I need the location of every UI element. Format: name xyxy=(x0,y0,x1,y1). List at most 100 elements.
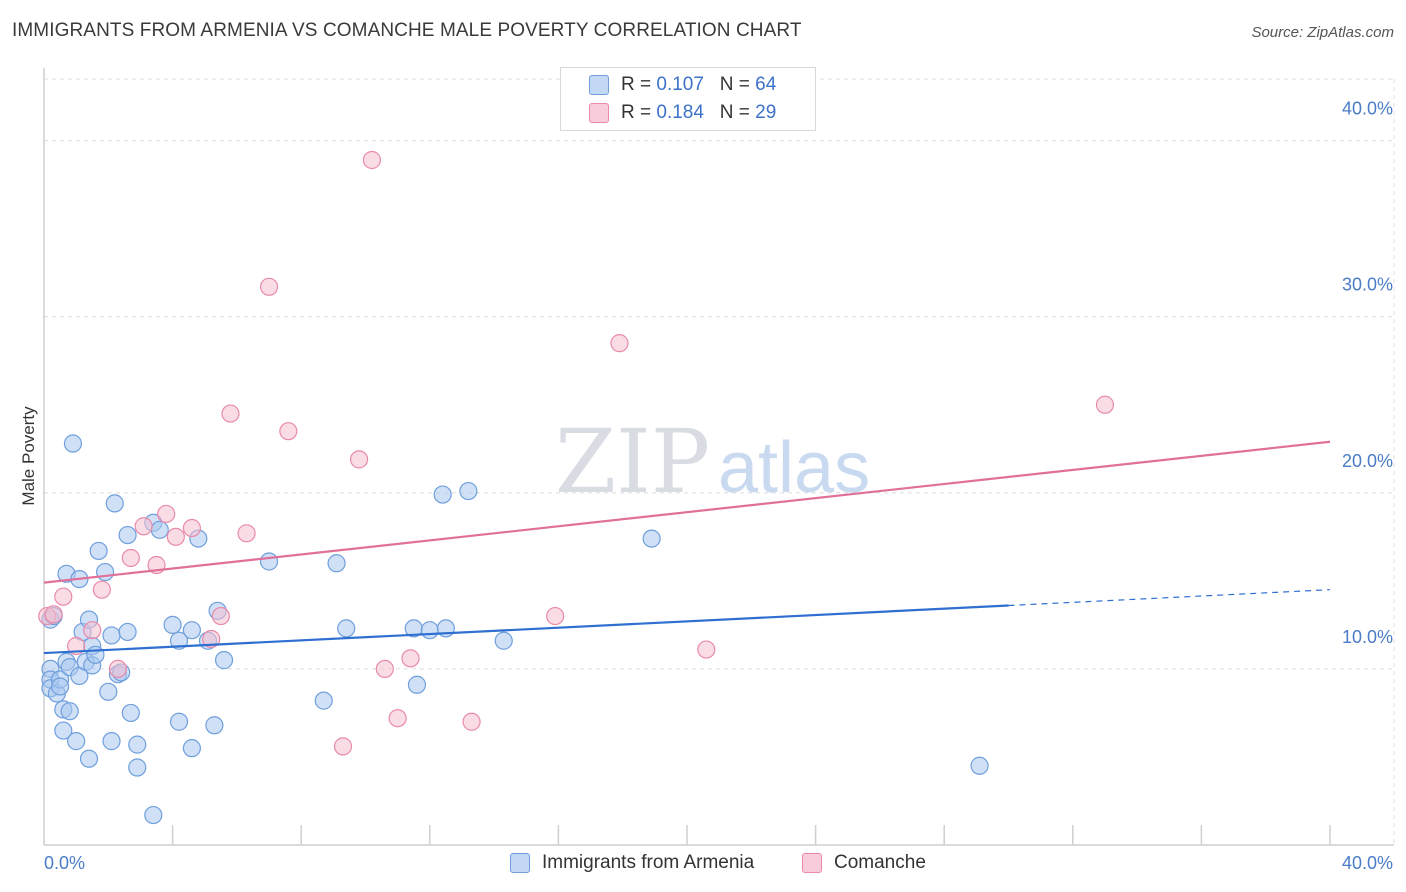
comanche-point xyxy=(221,404,240,423)
armenia-point xyxy=(102,626,121,645)
y-tick-label: 20.0% xyxy=(1342,451,1393,471)
armenia-point xyxy=(79,749,99,768)
watermark-atlas: atlas xyxy=(718,428,870,508)
armenia-point xyxy=(259,552,279,571)
legend-swatch-blue xyxy=(589,75,609,95)
axis-layer: 10.0% 20.0% 30.0% 40.0% 0.0% 40.0% xyxy=(43,68,1394,873)
legend-swatch-pink xyxy=(802,853,822,873)
comanche-point xyxy=(166,527,185,546)
legend-item-comanche[interactable]: Comanche xyxy=(802,852,926,874)
legend-label-armenia: Immigrants from Armenia xyxy=(542,852,755,873)
legend-swatch-pink xyxy=(589,103,609,123)
armenia-point xyxy=(150,520,169,539)
y-tick-label: 30.0% xyxy=(1342,275,1393,295)
armenia-point xyxy=(128,735,147,754)
armenia-point xyxy=(420,621,439,640)
armenia-point xyxy=(63,434,83,453)
armenia-trend-line xyxy=(43,604,1009,655)
armenia-point xyxy=(95,562,115,582)
armenia-point xyxy=(459,481,478,501)
stats-legend-row-armenia: R = 0.107 N = 64 xyxy=(589,72,776,98)
armenia-point xyxy=(163,615,182,634)
armenia-point xyxy=(128,758,147,777)
legend-label-comanche: Comanche xyxy=(834,852,926,873)
armenia-point xyxy=(86,645,105,664)
comanche-point xyxy=(92,580,111,599)
r-value: 0.184 xyxy=(656,102,704,123)
armenia-point xyxy=(118,622,137,642)
comanche-point xyxy=(108,659,128,679)
comanche-point xyxy=(211,606,230,626)
n-label: N = xyxy=(719,102,756,123)
n-value: 29 xyxy=(755,102,777,123)
comanche-point xyxy=(697,640,716,659)
comanche-point xyxy=(182,518,201,538)
source-label: Source: ZipAtlas.com xyxy=(1251,24,1394,41)
armenia-point xyxy=(118,525,137,545)
armenia-point xyxy=(214,651,234,670)
series-legend: Immigrants from Armenia Comanche xyxy=(0,852,1406,878)
comanche-point xyxy=(610,334,629,353)
armenia-point xyxy=(314,691,333,710)
comanche-point xyxy=(259,277,279,296)
y-axis-label: Male Poverty xyxy=(19,406,38,506)
armenia-point xyxy=(642,529,661,548)
stats-legend-row-comanche: R = 0.184 N = 29 xyxy=(589,100,776,126)
legend-item-armenia[interactable]: Immigrants from Armenia xyxy=(510,852,754,874)
comanche-point xyxy=(157,504,176,524)
watermark-zip: ZIP xyxy=(555,410,710,513)
comanche-point xyxy=(1095,395,1115,414)
comanche-point xyxy=(546,606,565,626)
chart-title: IMMIGRANTS FROM ARMENIA VS COMANCHE MALE… xyxy=(12,20,802,41)
comanche-point xyxy=(202,629,221,649)
armenia-point xyxy=(205,716,224,735)
comanche-point xyxy=(134,517,153,536)
armenia-point xyxy=(337,619,356,638)
n-label: N = xyxy=(719,74,756,95)
legend-swatch-blue xyxy=(510,853,530,873)
comanche-point xyxy=(83,621,102,640)
comanche-point xyxy=(279,422,298,441)
comanche-point xyxy=(333,737,353,756)
armenia-point xyxy=(67,732,86,751)
armenia-point xyxy=(433,485,452,504)
r-label: R = xyxy=(621,74,657,95)
armenia-point xyxy=(102,732,121,751)
armenia-point xyxy=(54,721,73,740)
comanche-point xyxy=(54,587,73,606)
comanche-point xyxy=(462,712,481,731)
comanche-trend-line xyxy=(43,440,1331,584)
armenia-point xyxy=(60,702,79,721)
armenia-trend-extension xyxy=(1008,589,1331,607)
armenia-point xyxy=(169,712,189,731)
y-tick-label: 40.0% xyxy=(1342,99,1393,119)
x-tick-label: 0.0% xyxy=(44,853,85,873)
stats-legend: R = 0.107 N = 64 R = 0.184 N = 29 xyxy=(560,67,816,131)
armenia-point xyxy=(105,494,124,513)
r-label: R = xyxy=(621,102,657,123)
armenia-point xyxy=(494,631,513,650)
armenia-point xyxy=(327,554,346,573)
armenia-point xyxy=(89,541,108,561)
y-tick-label: 10.0% xyxy=(1342,627,1393,647)
armenia-point xyxy=(182,621,201,640)
n-value: 64 xyxy=(755,74,777,95)
armenia-point xyxy=(50,677,70,696)
armenia-point xyxy=(169,631,189,650)
comanche-point xyxy=(349,450,369,469)
comanche-point xyxy=(375,659,394,679)
armenia-point xyxy=(182,739,201,758)
comanche-point xyxy=(121,548,140,568)
trend-layer xyxy=(43,440,1331,655)
armenia-point xyxy=(970,756,989,775)
comanche-point xyxy=(401,649,420,668)
r-value: 0.107 xyxy=(656,74,704,95)
comanche-point xyxy=(362,150,382,170)
armenia-point xyxy=(99,682,118,701)
x-tick-label: 40.0% xyxy=(1342,853,1393,873)
armenia-point xyxy=(407,675,427,694)
comanche-point xyxy=(388,709,407,728)
armenia-point xyxy=(144,805,163,825)
comanche-point xyxy=(44,605,63,624)
